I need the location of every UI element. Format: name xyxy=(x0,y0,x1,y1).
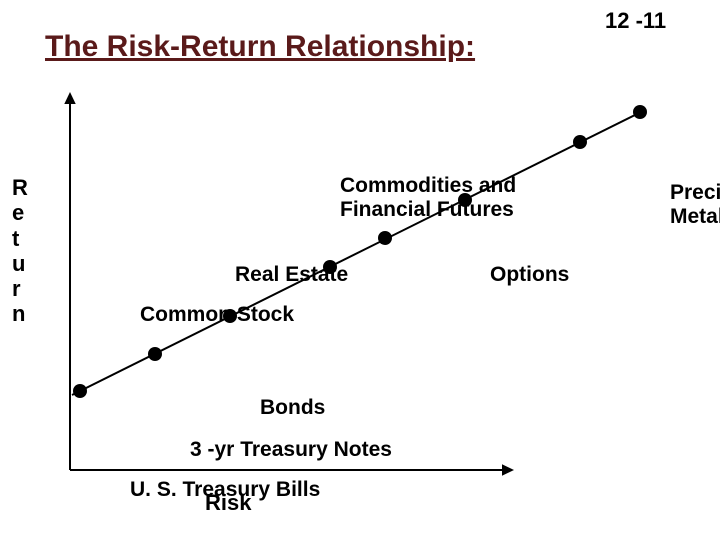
y-axis-letter: n xyxy=(12,301,28,326)
point-precious-metals xyxy=(633,105,647,119)
point-3yr-treasury-notes xyxy=(148,347,162,361)
label-us-treasury-bills: U. S. Treasury Bills xyxy=(130,478,320,502)
point-us-treasury-bills xyxy=(73,384,87,398)
label-bonds: Bonds xyxy=(260,396,325,420)
y-axis-letter: u xyxy=(12,251,28,276)
y-axis-letter: r xyxy=(12,276,28,301)
y-axis-letter: e xyxy=(12,200,28,225)
label-real-estate: Real Estate xyxy=(235,263,348,287)
y-axis-letter: t xyxy=(12,226,28,251)
point-real-estate xyxy=(378,231,392,245)
label-precious-metals: Precious Metals xyxy=(670,181,720,229)
label-3yr-treasury-notes: 3 -yr Treasury Notes xyxy=(190,438,392,462)
label-commodities: Commodities and Financial Futures xyxy=(340,174,516,222)
y-axis-letter: R xyxy=(12,175,28,200)
page-title: The Risk-Return Relationship: xyxy=(45,30,475,64)
page-number: 12 -11 xyxy=(605,8,666,34)
label-options: Options xyxy=(490,263,569,287)
label-common-stock: Common Stock xyxy=(140,303,294,327)
point-commodities xyxy=(573,135,587,149)
y-axis-label: Return xyxy=(12,175,28,327)
